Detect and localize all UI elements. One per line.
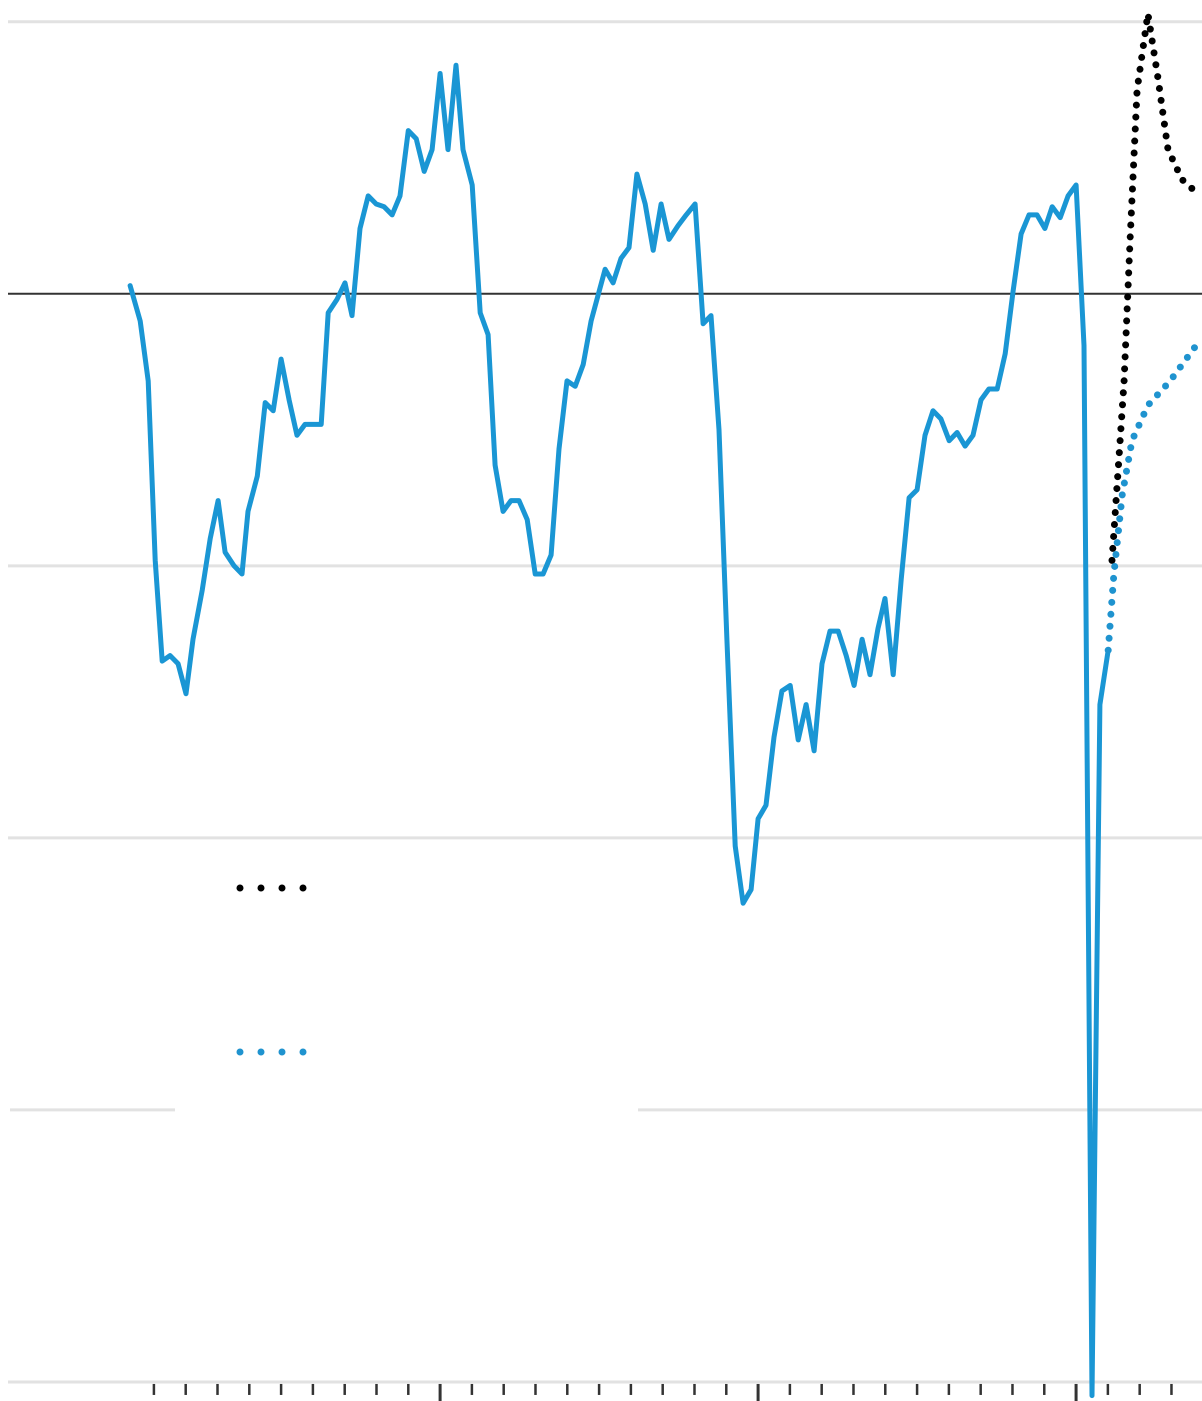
line — [127, 62, 1111, 1399]
dotted-line — [1108, 10, 1202, 564]
dotted-line — [1104, 336, 1202, 654]
